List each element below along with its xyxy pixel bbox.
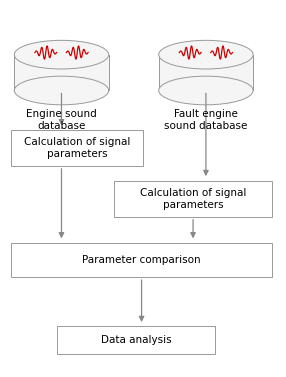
FancyBboxPatch shape xyxy=(114,181,272,217)
Text: Fault engine
sound database: Fault engine sound database xyxy=(164,109,248,131)
Text: Data analysis: Data analysis xyxy=(101,335,171,345)
Text: Calculation of signal
parameters: Calculation of signal parameters xyxy=(24,137,130,159)
Polygon shape xyxy=(159,55,253,90)
Ellipse shape xyxy=(159,40,253,69)
Ellipse shape xyxy=(14,40,109,69)
Polygon shape xyxy=(14,55,109,90)
FancyBboxPatch shape xyxy=(11,130,143,166)
Ellipse shape xyxy=(159,76,253,105)
FancyBboxPatch shape xyxy=(11,243,272,277)
Text: Calculation of signal
parameters: Calculation of signal parameters xyxy=(140,188,246,210)
Ellipse shape xyxy=(14,76,109,105)
Text: Parameter comparison: Parameter comparison xyxy=(82,255,201,265)
FancyBboxPatch shape xyxy=(57,326,214,354)
Text: Engine sound
database: Engine sound database xyxy=(26,109,97,131)
